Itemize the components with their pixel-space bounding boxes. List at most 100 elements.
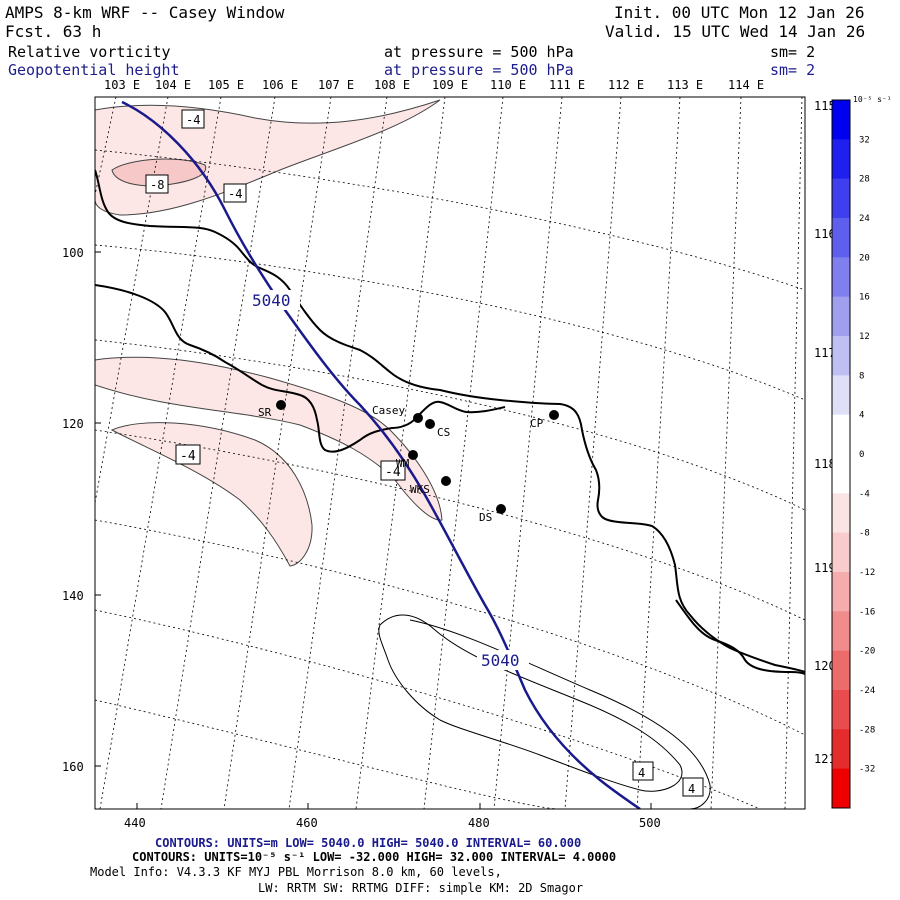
colorbar-cell	[832, 100, 850, 140]
colorbar-cell	[832, 690, 850, 730]
svg-text:Casey: Casey	[372, 404, 405, 417]
colorbar-cell	[832, 493, 850, 534]
colorbar-tick-label: 28	[859, 175, 870, 185]
svg-text:5040: 5040	[252, 291, 291, 310]
svg-text:-4: -4	[385, 465, 401, 480]
station-cs: CS	[425, 419, 450, 439]
axis-label: 500	[639, 816, 661, 830]
station-wm: WM	[396, 450, 418, 470]
vorticity-label: -4	[223, 183, 247, 203]
colorbar-tick-label: 16	[859, 293, 870, 303]
lon-label: 112 E	[608, 78, 644, 92]
vorticity-label: 4	[682, 777, 704, 797]
colorbar-cell	[832, 257, 850, 298]
station-sr: SR	[258, 400, 286, 419]
colorbar-cell	[832, 572, 850, 612]
svg-text:-4: -4	[186, 113, 200, 127]
colorbar-cell	[832, 296, 850, 337]
svg-text:SR: SR	[258, 406, 272, 419]
svg-text:4: 4	[688, 782, 695, 796]
ice-shelf-edge	[95, 284, 506, 453]
header: AMPS 8-km WRF -- Casey Window Fcst. 63 h…	[0, 0, 900, 105]
field2-smoothing: sm= 2	[770, 61, 816, 79]
colorbar-cell	[832, 532, 850, 573]
init-time: Init. 00 UTC Mon 12 Jan 26	[614, 3, 865, 22]
svg-text:-4: -4	[180, 449, 196, 464]
height-contour-5040	[121, 100, 641, 809]
svg-text:5040: 5040	[481, 651, 520, 670]
forecast-hour: Fcst. 63 h	[5, 22, 102, 41]
left-axis: 100 120 140 160	[62, 246, 101, 774]
valid-time: Valid. 15 UTC Wed 14 Jan 26	[605, 22, 866, 41]
model-info: Model Info: V4.3.3 KF MYJ PBL Morrison 8…	[90, 865, 502, 879]
physics-info: LW: RRTM SW: RRTMG DIFF: simple KM: 2D S…	[258, 881, 584, 895]
colorbar-tick-label: -24	[859, 686, 875, 696]
vorticity-label: -4	[380, 460, 406, 481]
lon-label: 105 E	[208, 78, 244, 92]
svg-text:WKS: WKS	[410, 483, 430, 496]
colorbar-cell	[832, 218, 850, 258]
vorticity-label: 4	[632, 761, 654, 781]
field1-pressure: at pressure = 500 hPa	[384, 43, 574, 61]
colorbar-cell	[832, 336, 850, 376]
graticule	[95, 97, 805, 809]
vorticity-region-north-core	[111, 158, 207, 187]
colorbar-tick-label: 32	[859, 135, 870, 145]
lon-label: 106 E	[262, 78, 298, 92]
colorbar-tick-label: -8	[859, 529, 870, 539]
svg-text:4: 4	[638, 766, 645, 780]
stations: SR Casey CS CP WM WKS DS	[258, 400, 559, 524]
svg-text:-4: -4	[228, 187, 242, 201]
footer: CONTOURS: UNITS=m LOW= 5040.0 HIGH= 5040…	[0, 832, 900, 900]
colorbar-cell	[832, 729, 850, 770]
colorbar-tick-label: 4	[859, 411, 864, 421]
field1-name: Relative vorticity	[8, 43, 171, 61]
svg-text:CP: CP	[530, 417, 544, 430]
vorticity-region-central	[95, 356, 443, 521]
colorbar-cell	[832, 178, 850, 219]
lon-label: 104 E	[155, 78, 191, 92]
vorticity-label: -4	[175, 444, 201, 465]
axis-label: 140	[62, 589, 84, 603]
colorbar-cell	[832, 139, 850, 180]
vorticity-contours	[378, 614, 711, 809]
axis-label: 460	[296, 816, 318, 830]
colorbar: 10⁻⁵ s⁻¹ 32 28 24 20 16 12 8 4 0 -4 -8 -12 -16 -20 -24…	[831, 95, 892, 809]
lon-label: 110 E	[490, 78, 526, 92]
vorticity-region-southwest	[110, 422, 313, 567]
height-label: 5040	[248, 290, 300, 310]
map-frame	[94, 96, 806, 810]
svg-text:CS: CS	[437, 426, 450, 439]
vorticity-contour-info: CONTOURS: UNITS=10⁻⁵ s⁻¹ LOW= -32.000 HI…	[132, 850, 617, 864]
svg-text:-8: -8	[150, 178, 164, 192]
contour-labels: -4 -8 -4 -4 -4 4 4 5040	[145, 109, 704, 797]
colorbar-tick-label: -32	[859, 765, 875, 775]
colorbar-tick-label: -12	[859, 568, 875, 578]
vorticity-label: -4	[181, 109, 205, 129]
colorbar-tick-label: -20	[859, 647, 875, 657]
lon-label: 108 E	[374, 78, 410, 92]
station-cp: CP	[530, 410, 559, 430]
colorbar-tick-label: -4	[859, 489, 870, 499]
colorbar-cell	[832, 611, 850, 652]
coastline	[95, 169, 805, 673]
svg-text:WM: WM	[396, 457, 410, 470]
colorbar-tick-label: 20	[859, 253, 870, 263]
colorbar-tick-label: 8	[859, 371, 864, 381]
axis-label: 440	[124, 816, 146, 830]
colorbar-tick-label: -16	[859, 607, 875, 617]
top-longitude-labels: 103 E 104 E 105 E 106 E 107 E 108 E 109 …	[104, 78, 764, 92]
colorbar-cell	[832, 414, 850, 455]
colorbar-cell	[832, 768, 850, 809]
colorbar-cell	[832, 454, 850, 494]
coastline-south	[675, 599, 805, 675]
colorbar-cell	[832, 650, 850, 691]
field2-name: Geopotential height	[8, 61, 180, 79]
lon-label: 113 E	[667, 78, 703, 92]
field2-pressure: at pressure = 500 hPa	[384, 61, 574, 79]
lon-label: 114 E	[728, 78, 764, 92]
station-ds: DS	[479, 504, 506, 524]
lon-label: 103 E	[104, 78, 140, 92]
lon-label: 107 E	[318, 78, 354, 92]
